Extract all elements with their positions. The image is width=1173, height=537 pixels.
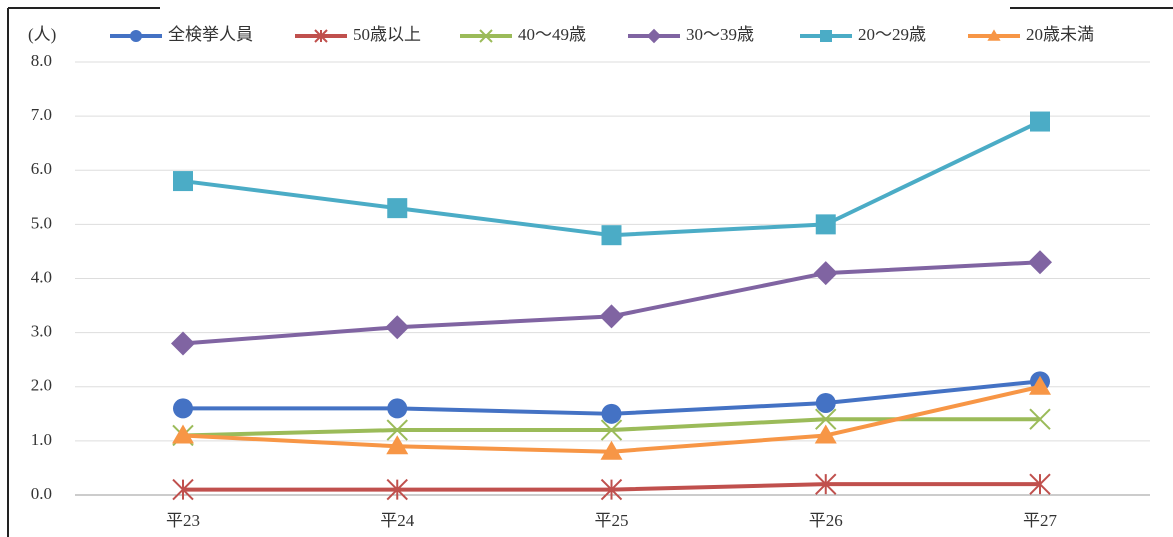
y-tick-label: 1.0	[31, 430, 52, 449]
legend-label: 50歳以上	[353, 25, 421, 44]
legend-marker	[314, 29, 328, 43]
point	[601, 403, 622, 424]
x-tick-label: 平23	[166, 511, 200, 530]
point	[387, 398, 408, 419]
point	[815, 392, 836, 413]
point	[173, 171, 193, 192]
x-tick-label: 平25	[595, 511, 629, 530]
y-tick-label: 2.0	[31, 376, 52, 395]
point	[1029, 408, 1051, 430]
y-tick-label: 7.0	[31, 105, 52, 124]
point	[1028, 250, 1052, 275]
point	[600, 440, 623, 460]
point	[813, 261, 838, 286]
point	[386, 478, 408, 501]
legend-marker	[130, 30, 142, 42]
point	[599, 304, 624, 329]
legend-label: 40～49歳	[518, 25, 586, 44]
point	[815, 214, 836, 235]
legend-marker	[820, 30, 832, 42]
point	[172, 424, 194, 444]
y-tick-label: 8.0	[31, 51, 52, 70]
point	[385, 315, 410, 340]
y-tick-label: 4.0	[31, 267, 52, 286]
point	[1029, 375, 1051, 395]
legend-marker	[479, 29, 493, 43]
series-line	[182, 119, 1041, 238]
point	[815, 408, 837, 430]
point	[600, 419, 623, 441]
y-tick-label: 0.0	[31, 484, 52, 503]
point	[387, 198, 408, 219]
series-line	[182, 260, 1041, 346]
x-tick-label: 平26	[809, 511, 843, 530]
point	[173, 398, 193, 419]
point	[1030, 111, 1050, 132]
point	[172, 478, 194, 501]
legend-marker	[987, 29, 1001, 41]
x-tick-label: 平27	[1023, 511, 1058, 530]
point	[601, 225, 622, 246]
point	[814, 424, 837, 444]
legend-label: 20～29歳	[858, 25, 926, 44]
y-axis-label: (人)	[28, 25, 56, 44]
y-tick-label: 6.0	[31, 159, 52, 178]
x-tick-label: 平24	[380, 511, 414, 530]
point	[171, 331, 195, 356]
point	[815, 473, 837, 495]
y-tick-label: 5.0	[31, 213, 52, 232]
point	[1029, 473, 1051, 495]
legend-marker	[646, 28, 662, 44]
point	[600, 478, 623, 501]
legend-label: 30～39歳	[686, 25, 754, 44]
point	[386, 419, 408, 441]
legend-label: 20歳未満	[1026, 25, 1094, 44]
legend-label: 全検挙人員	[168, 25, 253, 44]
point	[386, 435, 409, 455]
y-tick-label: 3.0	[31, 322, 52, 341]
